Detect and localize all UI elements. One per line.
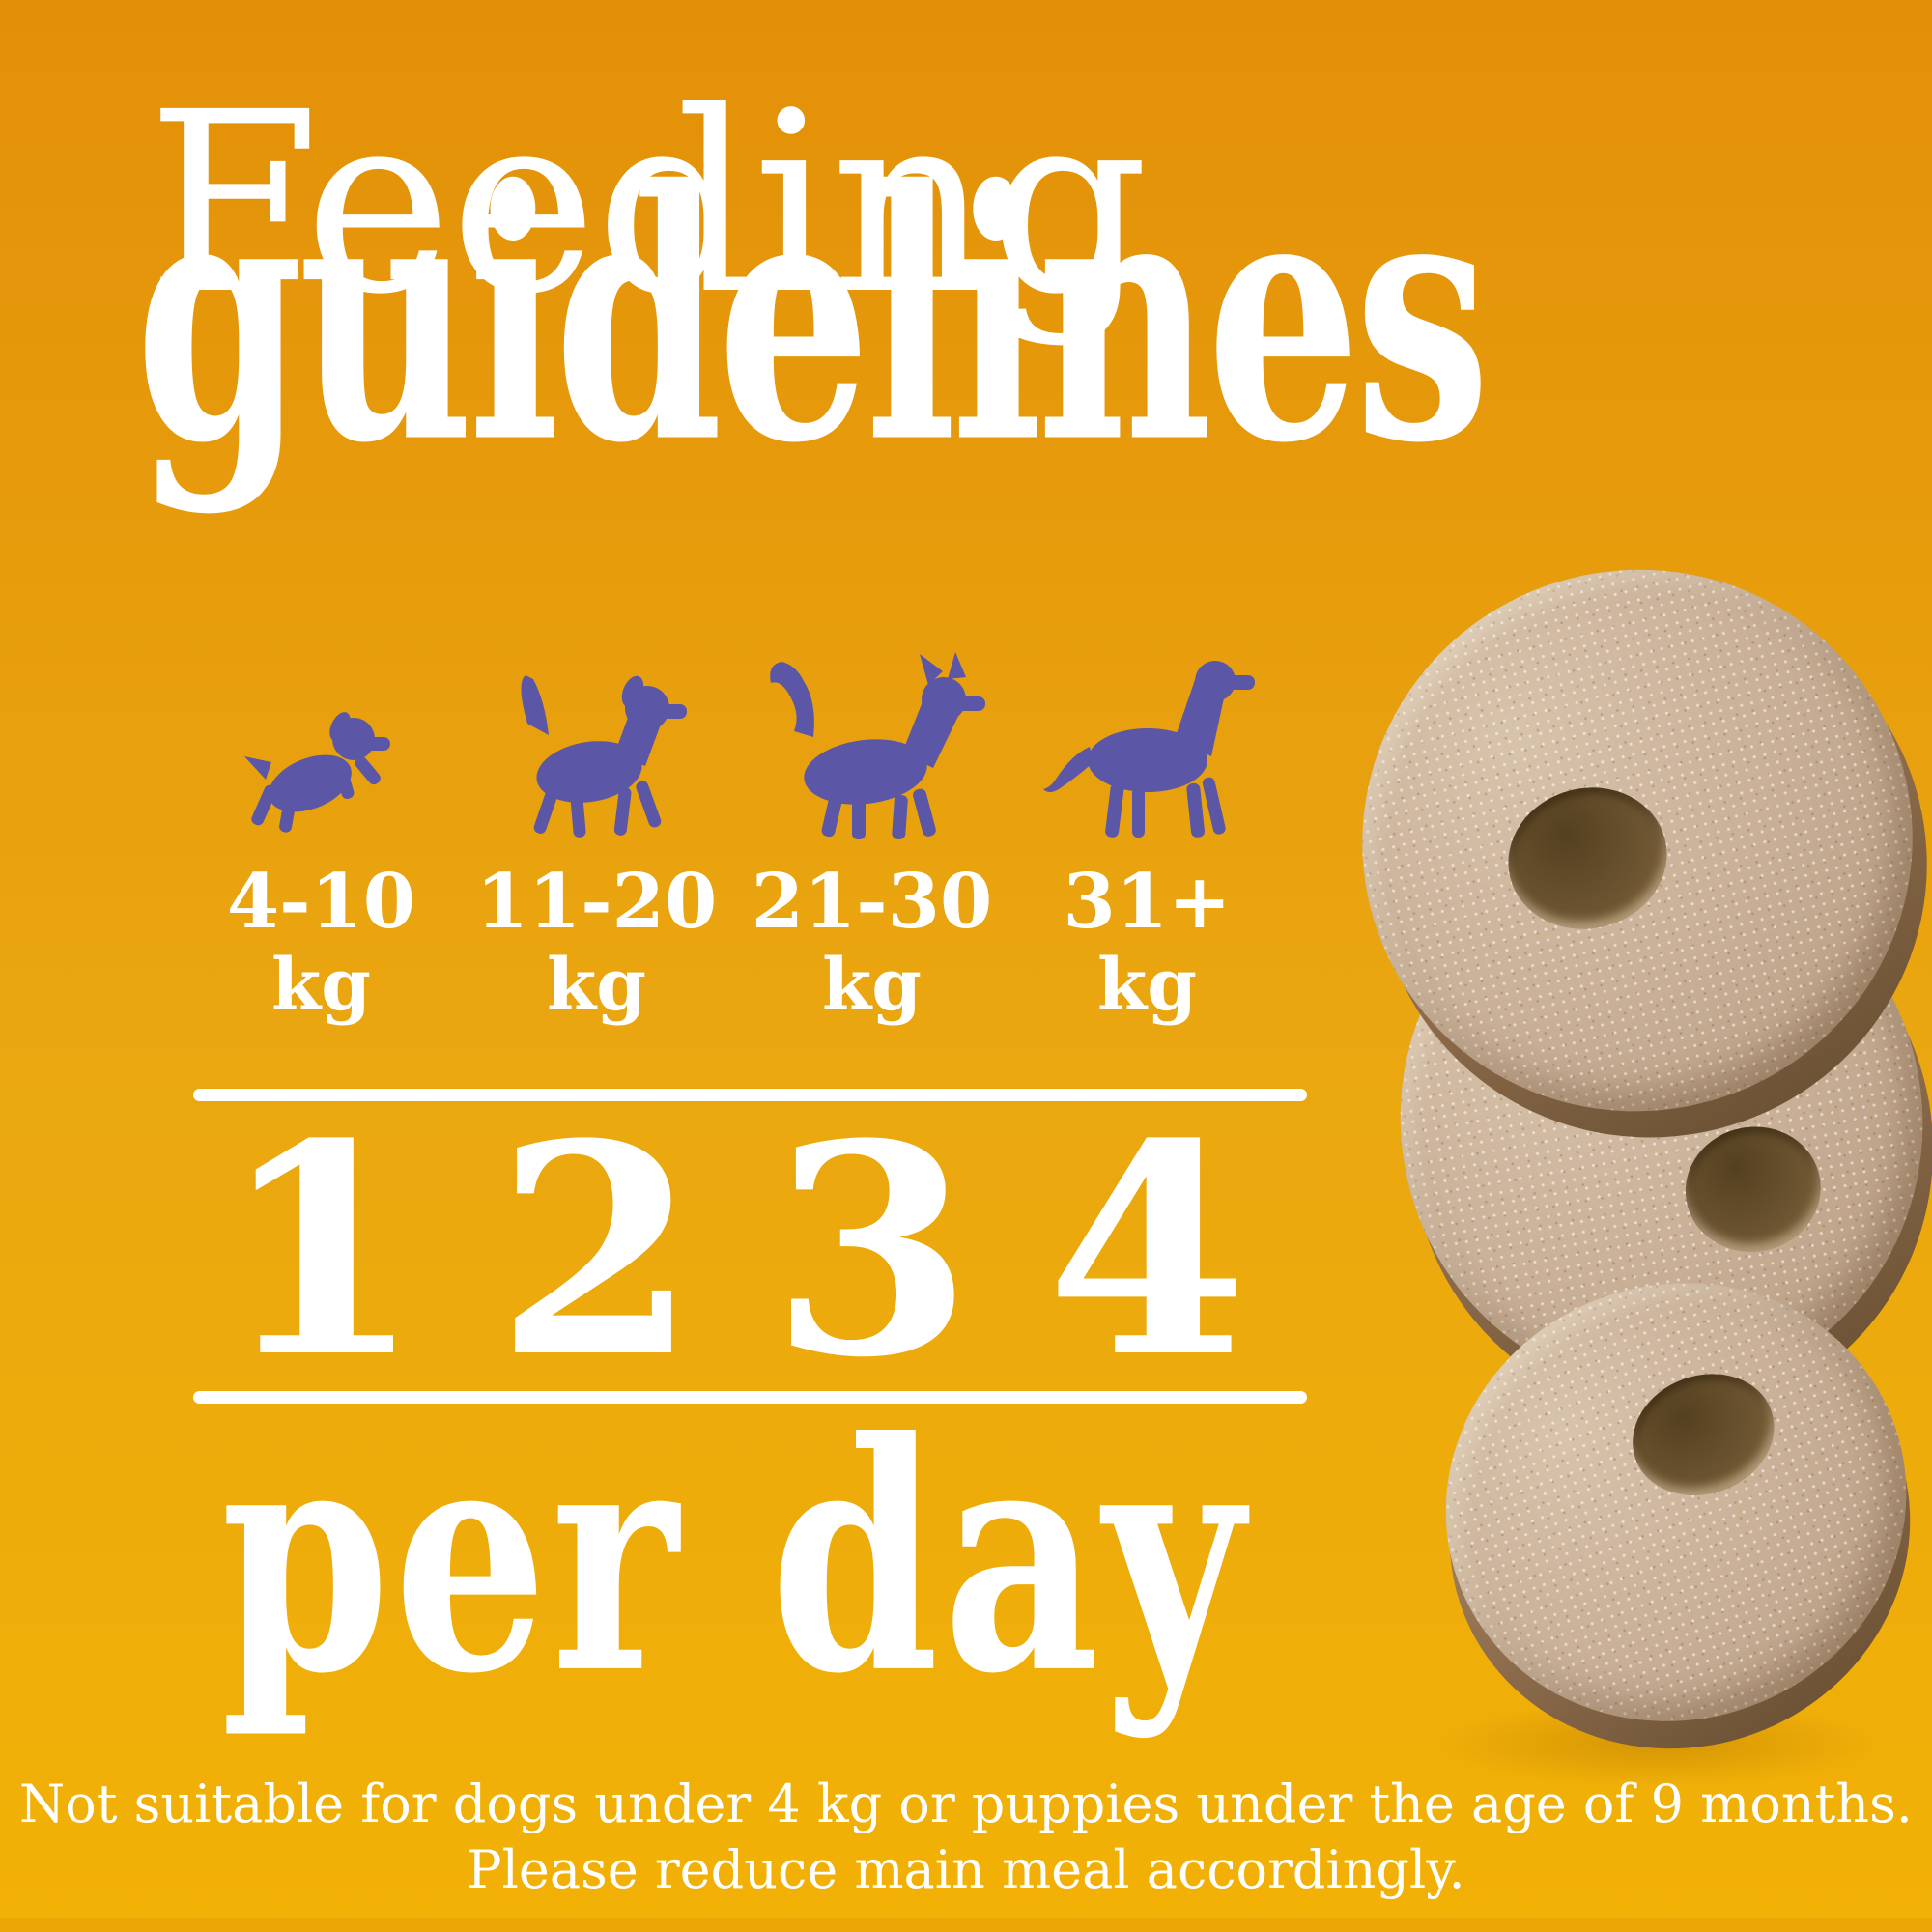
treat-count-1: 1 (220, 1080, 422, 1421)
bottom-edge-strip (0, 1918, 1932, 1932)
column-2-dog (459, 662, 734, 840)
divider-line-bottom (193, 1391, 1307, 1404)
column-3-dog (734, 652, 1009, 840)
weight-range-2: 11-20 kg (459, 858, 734, 1027)
weight-range-3: 21-30 kg (734, 858, 1009, 1027)
weight-unit: kg (821, 944, 922, 1027)
weight-unit: kg (546, 944, 646, 1027)
divider-line-top (193, 1089, 1307, 1101)
page-title-line2: guidelines (135, 114, 1491, 519)
footnote: Not suitable for dogs under 4 kg or pupp… (0, 1772, 1932, 1902)
column-1-dog (184, 700, 459, 840)
page-title-line1: Feeding (147, 59, 1149, 349)
large-dog-icon (1043, 661, 1255, 838)
weight-range-4: 31+ kg (1009, 858, 1285, 1027)
leaping-puppy-icon (244, 712, 390, 833)
small-dog-icon (521, 675, 687, 838)
weight-unit: kg (270, 944, 371, 1027)
dog-size-icons-row (184, 638, 1285, 840)
treat-count-2: 2 (496, 1080, 697, 1421)
medium-dog-icon (769, 652, 985, 839)
treat-count-3: 3 (771, 1080, 973, 1421)
weight-range-1: 4-10 kg (184, 858, 459, 1027)
treat-count-4: 4 (1046, 1080, 1248, 1421)
weight-value: 31+ (1063, 858, 1232, 946)
column-4-dog (1009, 642, 1285, 840)
footnote-line2: Please reduce main meal accordingly. (467, 1838, 1465, 1900)
weight-ranges-row: 4-10 kg 11-20 kg 21-30 kg 31+ kg (184, 858, 1285, 1027)
footnote-line1: Not suitable for dogs under 4 kg or pupp… (19, 1774, 1913, 1834)
weight-value: 4-10 (226, 858, 416, 946)
weight-unit: kg (1096, 944, 1197, 1027)
per-day-label: per day (220, 1373, 1248, 1743)
weight-value: 11-20 (475, 858, 718, 946)
treat-counts-row: 1 2 3 4 (184, 1106, 1285, 1396)
weight-value: 21-30 (751, 858, 993, 946)
